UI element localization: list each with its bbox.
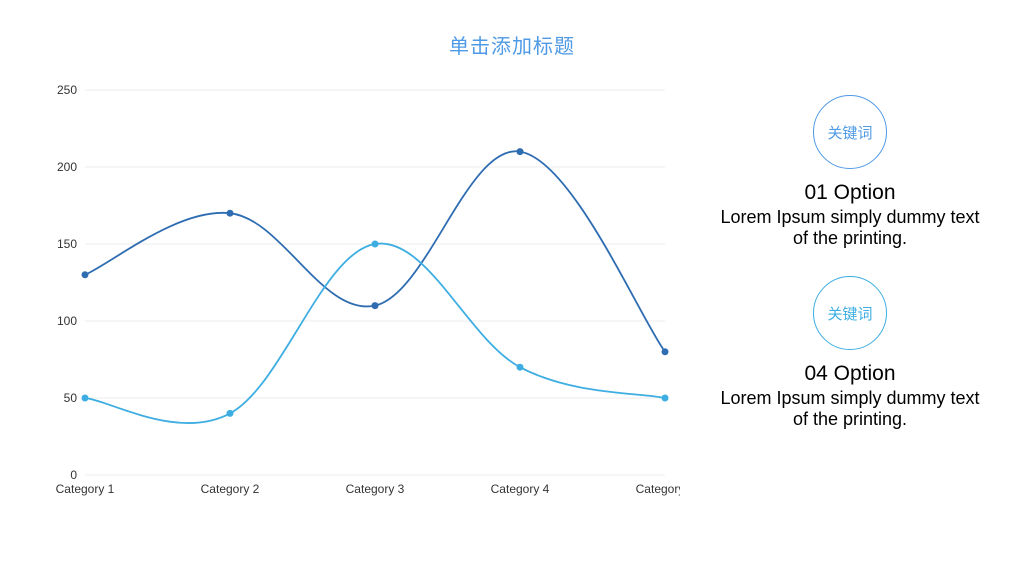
x-axis-label: Category 3 xyxy=(346,482,405,496)
series-line xyxy=(85,244,665,424)
series-marker xyxy=(517,364,524,371)
side-block: 关键词 04 OptionLorem Ipsum simply dummy tex… xyxy=(720,276,980,429)
series-line xyxy=(85,151,665,352)
series-marker xyxy=(227,210,234,217)
x-axis-label: Category 2 xyxy=(201,482,260,496)
series-marker xyxy=(662,348,669,355)
y-axis-label: 100 xyxy=(57,314,77,328)
x-axis-label: Category 1 xyxy=(56,482,115,496)
side-panel: 关键词01 OptionLorem Ipsum simply dummy tex… xyxy=(720,95,980,430)
y-axis-label: 50 xyxy=(64,391,78,405)
line-chart: 0 50 100 150 200 250 Category 1 Category 2 Categ… xyxy=(40,80,680,500)
series-marker xyxy=(82,395,89,402)
keyword-circle: 关键词 xyxy=(813,95,887,169)
series-marker xyxy=(517,148,524,155)
keyword-label: 关键词 xyxy=(827,122,872,143)
y-axis-label: 250 xyxy=(57,83,77,97)
keyword-circle: 关键词 xyxy=(813,276,887,350)
option-title: 04 Option xyxy=(720,362,980,386)
keyword-label: 关键词 xyxy=(827,303,872,324)
series-marker xyxy=(372,302,379,309)
y-axis-label: 150 xyxy=(57,237,77,251)
side-block: 关键词 01 OptionLorem Ipsum simply dummy tex… xyxy=(720,95,980,248)
page-title[interactable]: 单击添加标题 xyxy=(0,30,1024,59)
page: 单击添加标题 0 50 100 150 200 250 Category 1 Category… xyxy=(0,0,1024,576)
x-axis-label: Category 4 xyxy=(636,482,680,496)
option-title: 01 Option xyxy=(720,181,980,205)
series-marker xyxy=(227,410,234,417)
series-marker xyxy=(82,271,89,278)
series-marker xyxy=(662,395,669,402)
option-body: Lorem Ipsum simply dummy text of the pri… xyxy=(720,207,980,248)
x-axis-label: Category 4 xyxy=(491,482,550,496)
y-axis-label: 0 xyxy=(70,468,77,482)
option-body: Lorem Ipsum simply dummy text of the pri… xyxy=(720,388,980,429)
series-marker xyxy=(372,241,379,248)
y-axis-label: 200 xyxy=(57,160,77,174)
